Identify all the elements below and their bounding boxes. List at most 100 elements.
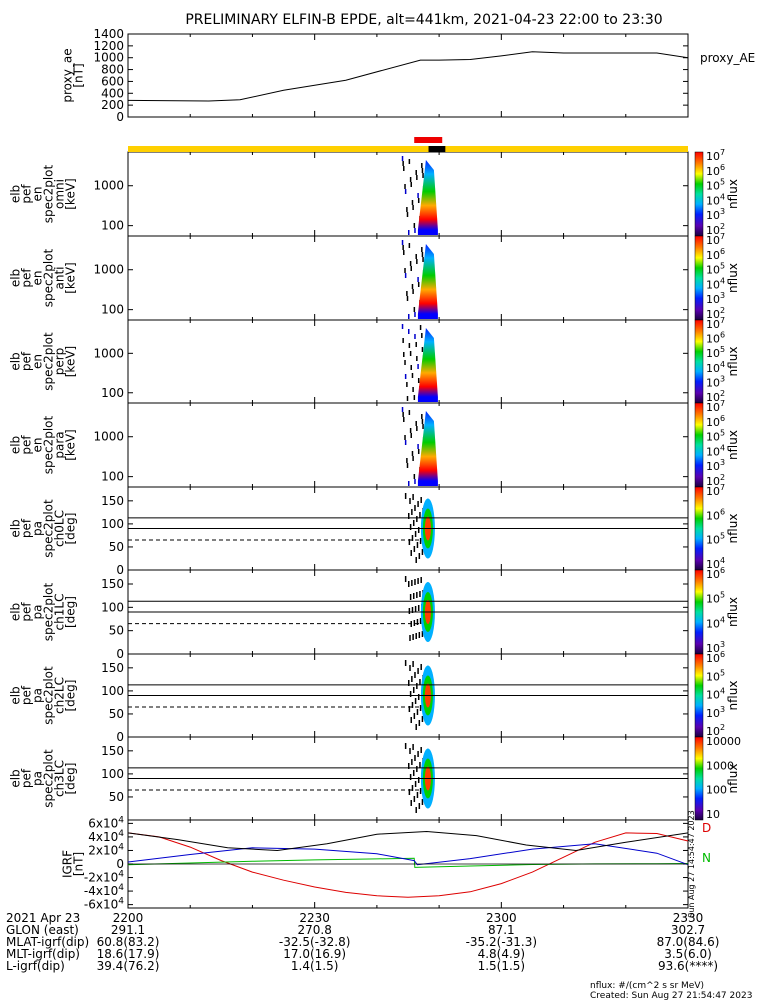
speckle: [417, 578, 419, 584]
colorbar-tick-spec_omni: 104: [706, 192, 725, 207]
legend-N: N: [702, 851, 711, 865]
ylabel-pa_ch3: pa: [31, 771, 45, 786]
speckle: [404, 273, 407, 278]
ytick-label-pa_ch2: 150: [101, 661, 124, 675]
ytick-label-ae: 800: [101, 63, 124, 77]
speckle: [419, 762, 421, 768]
speckle: [420, 497, 422, 503]
footer-value: 291.1: [111, 923, 145, 937]
speckle: [406, 291, 408, 296]
ylabel-pa_ch3: pef: [20, 768, 34, 788]
footer-value: 93.6(****): [658, 959, 718, 973]
speckle: [416, 592, 418, 598]
ylabel-pa_ch0: ch0LC: [53, 510, 67, 547]
ylabel-spec_perp: perp: [53, 348, 67, 376]
ylabel-spec_omni: elb: [9, 185, 23, 203]
legend-D: D: [702, 821, 711, 835]
footer-value: 302.7: [671, 923, 705, 937]
speckle: [402, 338, 404, 343]
speckle: [413, 307, 416, 312]
speckle: [419, 679, 421, 685]
speckle: [416, 259, 418, 264]
legend-proxy-ae: proxy_AE: [700, 51, 755, 65]
colorbar-label-pa_ch2: nflux: [726, 681, 740, 711]
speckle: [413, 474, 416, 479]
footer-value: 270.8: [297, 923, 331, 937]
ytick-label-igrf: 6x104: [88, 815, 124, 830]
speckle: [415, 254, 417, 259]
colorbar-tick-pa_ch0: 105: [706, 532, 725, 547]
speckle: [417, 694, 420, 700]
speckle: [412, 387, 414, 392]
speckle: [404, 374, 407, 379]
speckle: [411, 702, 414, 708]
speckle: [413, 713, 416, 719]
speckle: [417, 501, 419, 507]
speckle: [419, 618, 422, 624]
speckle: [413, 546, 416, 552]
ytick-label-pa_ch1: 150: [101, 577, 124, 591]
speckle: [409, 177, 412, 182]
footer-value: 3.5(6.0): [664, 947, 712, 961]
speckle: [417, 282, 420, 287]
ylabel-spec_para: elb: [9, 436, 23, 454]
ylabel-pa_ch0: pef: [20, 518, 34, 538]
ylabel-pa_ch3: ch3LC: [53, 760, 67, 797]
speckle: [414, 312, 416, 317]
spectrum-base: [417, 230, 438, 235]
speckle: [408, 243, 411, 248]
speckle: [409, 351, 412, 356]
speckle: [412, 456, 414, 461]
ylabel-pa_ch2: pa: [31, 688, 45, 703]
speckle: [414, 755, 416, 761]
ytick-label-pa_ch1: 100: [101, 600, 124, 614]
footer-value: 60.8(83.2): [97, 935, 160, 949]
speckle: [409, 261, 412, 266]
ylabel-spec_anti: en: [31, 271, 45, 286]
ylabel-pa_ch1: ch1LC: [53, 594, 67, 631]
ylabel-spec_anti: elb: [9, 269, 23, 287]
speckle: [414, 228, 416, 233]
colorbar-tick-spec_para: 103: [706, 458, 725, 473]
ytick-label-ae: 600: [101, 74, 124, 88]
speckle: [406, 382, 408, 387]
ytick-label-spec_perp: 100: [101, 386, 124, 400]
ytick-label-spec_para: 1000: [93, 430, 124, 444]
ylabel-spec_anti: anti: [53, 267, 67, 290]
speckle: [409, 524, 412, 530]
ylabel-igrf: [nT]: [72, 852, 86, 876]
ytick-label-pa_ch1: 50: [109, 624, 124, 638]
speckle: [414, 781, 417, 787]
speckle: [408, 481, 410, 486]
speckle: [408, 513, 410, 519]
spectrum-burst: [417, 244, 438, 314]
speckle: [410, 266, 412, 271]
colorbar-label-spec_anti: nflux: [726, 263, 740, 293]
colorbar-tick-spec_anti: 102: [706, 306, 725, 321]
speckle: [412, 520, 415, 526]
footer-value: 87.0(84.6): [657, 935, 720, 949]
colorbar-tick-pa_ch3: 100: [706, 784, 727, 797]
speckle: [413, 223, 416, 228]
speckle: [412, 289, 414, 294]
speckle: [401, 407, 404, 412]
colorbar-tick-spec_perp: 104: [706, 360, 725, 375]
colorbar-tick-pa_ch3: 10: [706, 808, 720, 821]
footer-value: 39.4(76.2): [97, 959, 160, 973]
ytick-label-ae: 400: [101, 86, 124, 100]
speckle: [408, 608, 411, 614]
speckle: [411, 373, 414, 378]
spectrum-burst: [417, 160, 438, 230]
speckle: [417, 751, 419, 757]
coverage-gap: [428, 146, 446, 152]
colorbar-spec_para: [694, 402, 704, 488]
ylabel-spec_omni: [keV]: [64, 178, 78, 209]
ylabel-spec_anti: pef: [20, 268, 34, 288]
speckle: [416, 542, 419, 548]
colorbar-tick-spec_para: 102: [706, 473, 725, 488]
speckle: [408, 314, 410, 319]
ytick-label-ae: 1400: [93, 27, 124, 41]
ylabel-pa_ch3: spec2plot: [42, 749, 56, 808]
speckle: [409, 635, 411, 641]
ytick-label-igrf: 2x104: [88, 842, 124, 857]
